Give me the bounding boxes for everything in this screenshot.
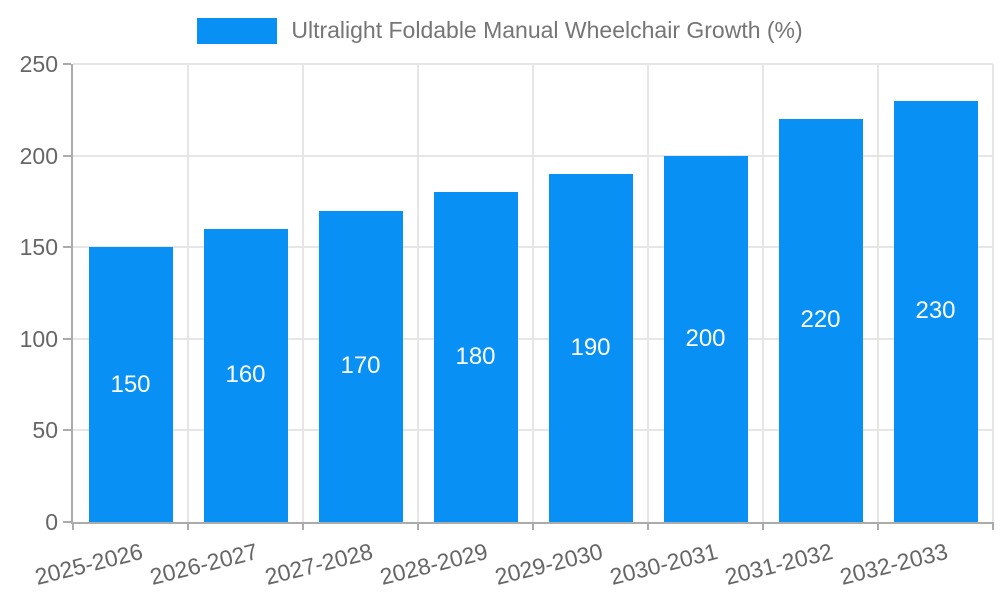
bar[interactable]: 150: [88, 247, 173, 522]
bar[interactable]: 180: [433, 192, 518, 522]
bar-value-label: 180: [455, 343, 496, 371]
gridline-vertical: [762, 64, 764, 522]
x-tick-label: 2025-2026: [31, 538, 145, 590]
y-axis-line: [71, 64, 73, 522]
bar-value-label: 170: [340, 352, 381, 380]
legend: Ultralight Foldable Manual Wheelchair Gr…: [0, 17, 1000, 44]
x-tick-label: 2031-2032: [721, 538, 835, 590]
x-tick-label: 2029-2030: [491, 538, 605, 590]
gridline-vertical: [302, 64, 304, 522]
x-tick-mark: [647, 522, 649, 530]
y-tick-label: 250: [19, 51, 58, 77]
x-tick-mark: [72, 522, 74, 530]
y-tick-mark: [63, 154, 71, 157]
legend-swatch: [197, 17, 278, 44]
y-tick-mark: [63, 337, 71, 340]
x-tick-mark: [992, 522, 994, 530]
gridline-vertical: [187, 64, 189, 522]
y-tick-mark: [63, 429, 71, 432]
y-tick-label: 0: [45, 509, 58, 535]
x-tick-mark: [417, 522, 419, 530]
bar-value-label: 200: [685, 324, 726, 352]
gridline-vertical: [417, 64, 419, 522]
bar[interactable]: 190: [548, 173, 633, 522]
bar[interactable]: 230: [893, 100, 978, 522]
x-tick-label: 2027-2028: [261, 538, 375, 590]
bar[interactable]: 200: [663, 155, 748, 522]
x-tick-label: 2028-2029: [376, 538, 490, 590]
x-tick-label: 2032-2033: [836, 538, 950, 590]
bar-value-label: 230: [915, 297, 956, 325]
bar[interactable]: 160: [203, 228, 288, 522]
x-tick-label: 2026-2027: [146, 538, 260, 590]
plot-area: 0 50 100 150 200 250 150 2025-2026 160 2026-2027 1…: [20, 51, 994, 590]
y-tick-label: 100: [19, 325, 58, 352]
gridline-vertical: [532, 64, 534, 522]
y-tick-label: 150: [19, 234, 58, 261]
x-tick-mark: [187, 522, 189, 530]
x-tick-label: 2030-2031: [606, 538, 720, 590]
y-tick-label: 200: [19, 142, 58, 169]
x-tick-mark: [532, 522, 534, 530]
legend-label: Ultralight Foldable Manual Wheelchair Gr…: [291, 17, 803, 43]
x-tick-mark: [877, 522, 879, 530]
x-tick-mark: [762, 522, 764, 530]
y-tick-mark: [63, 63, 71, 65]
y-tick-label: 50: [32, 417, 58, 444]
bar[interactable]: 220: [778, 118, 863, 522]
bar[interactable]: 170: [318, 210, 403, 522]
bar-value-label: 150: [110, 370, 151, 398]
bar-value-label: 160: [225, 361, 266, 389]
y-tick-mark: [63, 246, 71, 249]
gridline-vertical: [992, 64, 994, 522]
bar-value-label: 220: [800, 306, 841, 334]
y-tick-mark: [63, 521, 71, 523]
x-axis-line: [71, 522, 993, 524]
gridline-vertical: [647, 64, 649, 522]
x-tick-mark: [302, 522, 304, 530]
bar-value-label: 190: [570, 333, 611, 361]
gridline-vertical: [877, 64, 879, 522]
